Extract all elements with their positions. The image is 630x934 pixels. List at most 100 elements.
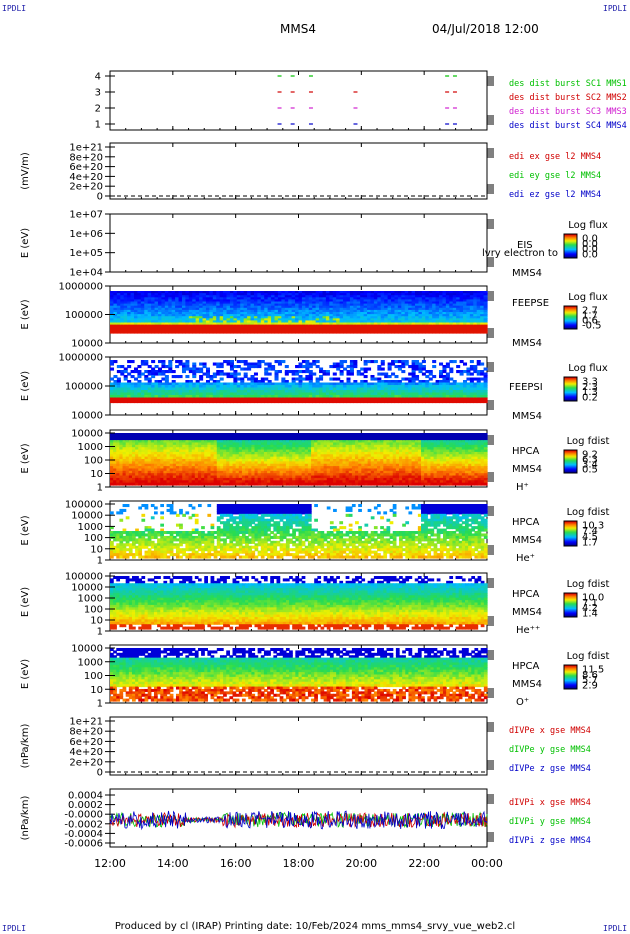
feepsi-cell [480,382,485,386]
feepse-cell [253,301,258,305]
feepse-cell [199,328,204,332]
feepse-cell [175,293,180,296]
feepse-cell [175,295,180,298]
feepse-cell [247,297,252,300]
feepse-cell [175,320,180,324]
feepse-cell [236,322,241,326]
feepse-cell [178,293,183,296]
hpca_h-cell [235,451,240,455]
feepse-cell [432,316,437,319]
feepse-cell [175,309,180,313]
feepse-cell [295,299,300,303]
hpca_h-cell [122,435,127,439]
feepse-cell [418,314,423,317]
feepse-cell [432,330,437,334]
feepse-cell [421,328,426,332]
feepse-cell [363,326,368,330]
feepse-cell [284,303,289,307]
feepsi-cbar-cell [564,378,577,380]
feepse-cell [185,320,190,324]
feepsi-cell [181,397,186,401]
feepse-cell [113,307,118,311]
feepse-cell [466,293,471,296]
feepse-cell [178,328,183,332]
feepsi-cell [459,390,464,394]
feepse-cell [110,330,115,334]
hpca_h-cell [213,468,218,472]
hpca_h-cell [169,433,174,436]
feepsi-cell [157,390,163,394]
feepsi-cell [428,370,433,374]
feepse-cell [435,307,440,311]
feepsi-cell [140,392,145,396]
feepsi-cell [151,387,156,391]
feepsi-cell [301,377,306,381]
feepsi-cell [181,367,186,371]
feepsi-cell [171,400,176,404]
hpca_h-cell [113,461,117,465]
feepse-cell [175,318,180,321]
hpca_h-cell [245,468,249,472]
feepsi-cell [463,392,468,396]
feepsi-cell [161,372,166,376]
feepse-cell [281,307,286,311]
feepse-cell [130,295,135,298]
feepse-cell [432,328,437,332]
feepsi-cell [137,370,142,374]
hpca_h-cell [182,449,186,453]
hpca_h-cell [216,449,221,453]
hpca_h-cell [245,449,249,453]
hpca_h-cell [219,454,224,458]
hpca_h-cell [175,463,180,467]
hpca_h-cell [157,451,161,455]
feepse-cell [377,328,382,332]
feepse-cell [185,305,190,309]
hpca_h-cell [169,477,174,481]
feepse-cell [229,305,234,309]
feepse-cell [445,328,450,332]
edi-ylabel: (mV/m) [20,152,31,190]
feepse-cell [452,299,457,303]
feepse-cell [353,322,358,326]
feepse-cell [181,330,186,334]
feepsi-cell [476,382,481,386]
feepse-cell [216,316,221,319]
feepsi-cell [312,392,317,396]
feepsi-cell [332,372,337,376]
feepse-cell [343,324,348,328]
feepse-cell [223,318,228,321]
feepse-cell [480,305,485,309]
hpca_h-cell [150,482,155,486]
feepsi-cell [212,385,217,389]
feepse-cell [476,303,481,307]
feepsi-cell [391,382,396,386]
hpca_h-cell [175,449,180,453]
feepsi-cell [295,382,300,386]
feepse-cell [123,309,128,313]
hpca_h-cell [179,466,183,470]
feepsi-cell [267,387,272,391]
hpca_h-cell [144,470,149,474]
feepse-cell [380,324,385,328]
hpca_h-cell [197,477,202,481]
hpca_h-cell [238,473,243,477]
feepse-cell [463,312,468,315]
feepse-cell [253,307,258,311]
feepse-cell [240,318,245,321]
feepse-cell [404,312,409,315]
feepse-cell [387,297,392,300]
feepse-cell [243,307,248,311]
feepse-cell [219,301,224,305]
feepse-cell [144,330,149,334]
feepse-cell [188,295,193,298]
feepse-cell [226,309,231,313]
feepsi-cell [432,365,437,369]
hpca_h-cell [163,435,168,439]
hpca_h-cell [175,475,180,479]
feepsi-cell [432,392,437,396]
feepsi-cell [380,372,385,376]
feepse-cell [202,307,207,311]
feepse-cell [483,328,488,332]
feepsi-cell [185,390,190,394]
feepse-cell [408,328,413,332]
